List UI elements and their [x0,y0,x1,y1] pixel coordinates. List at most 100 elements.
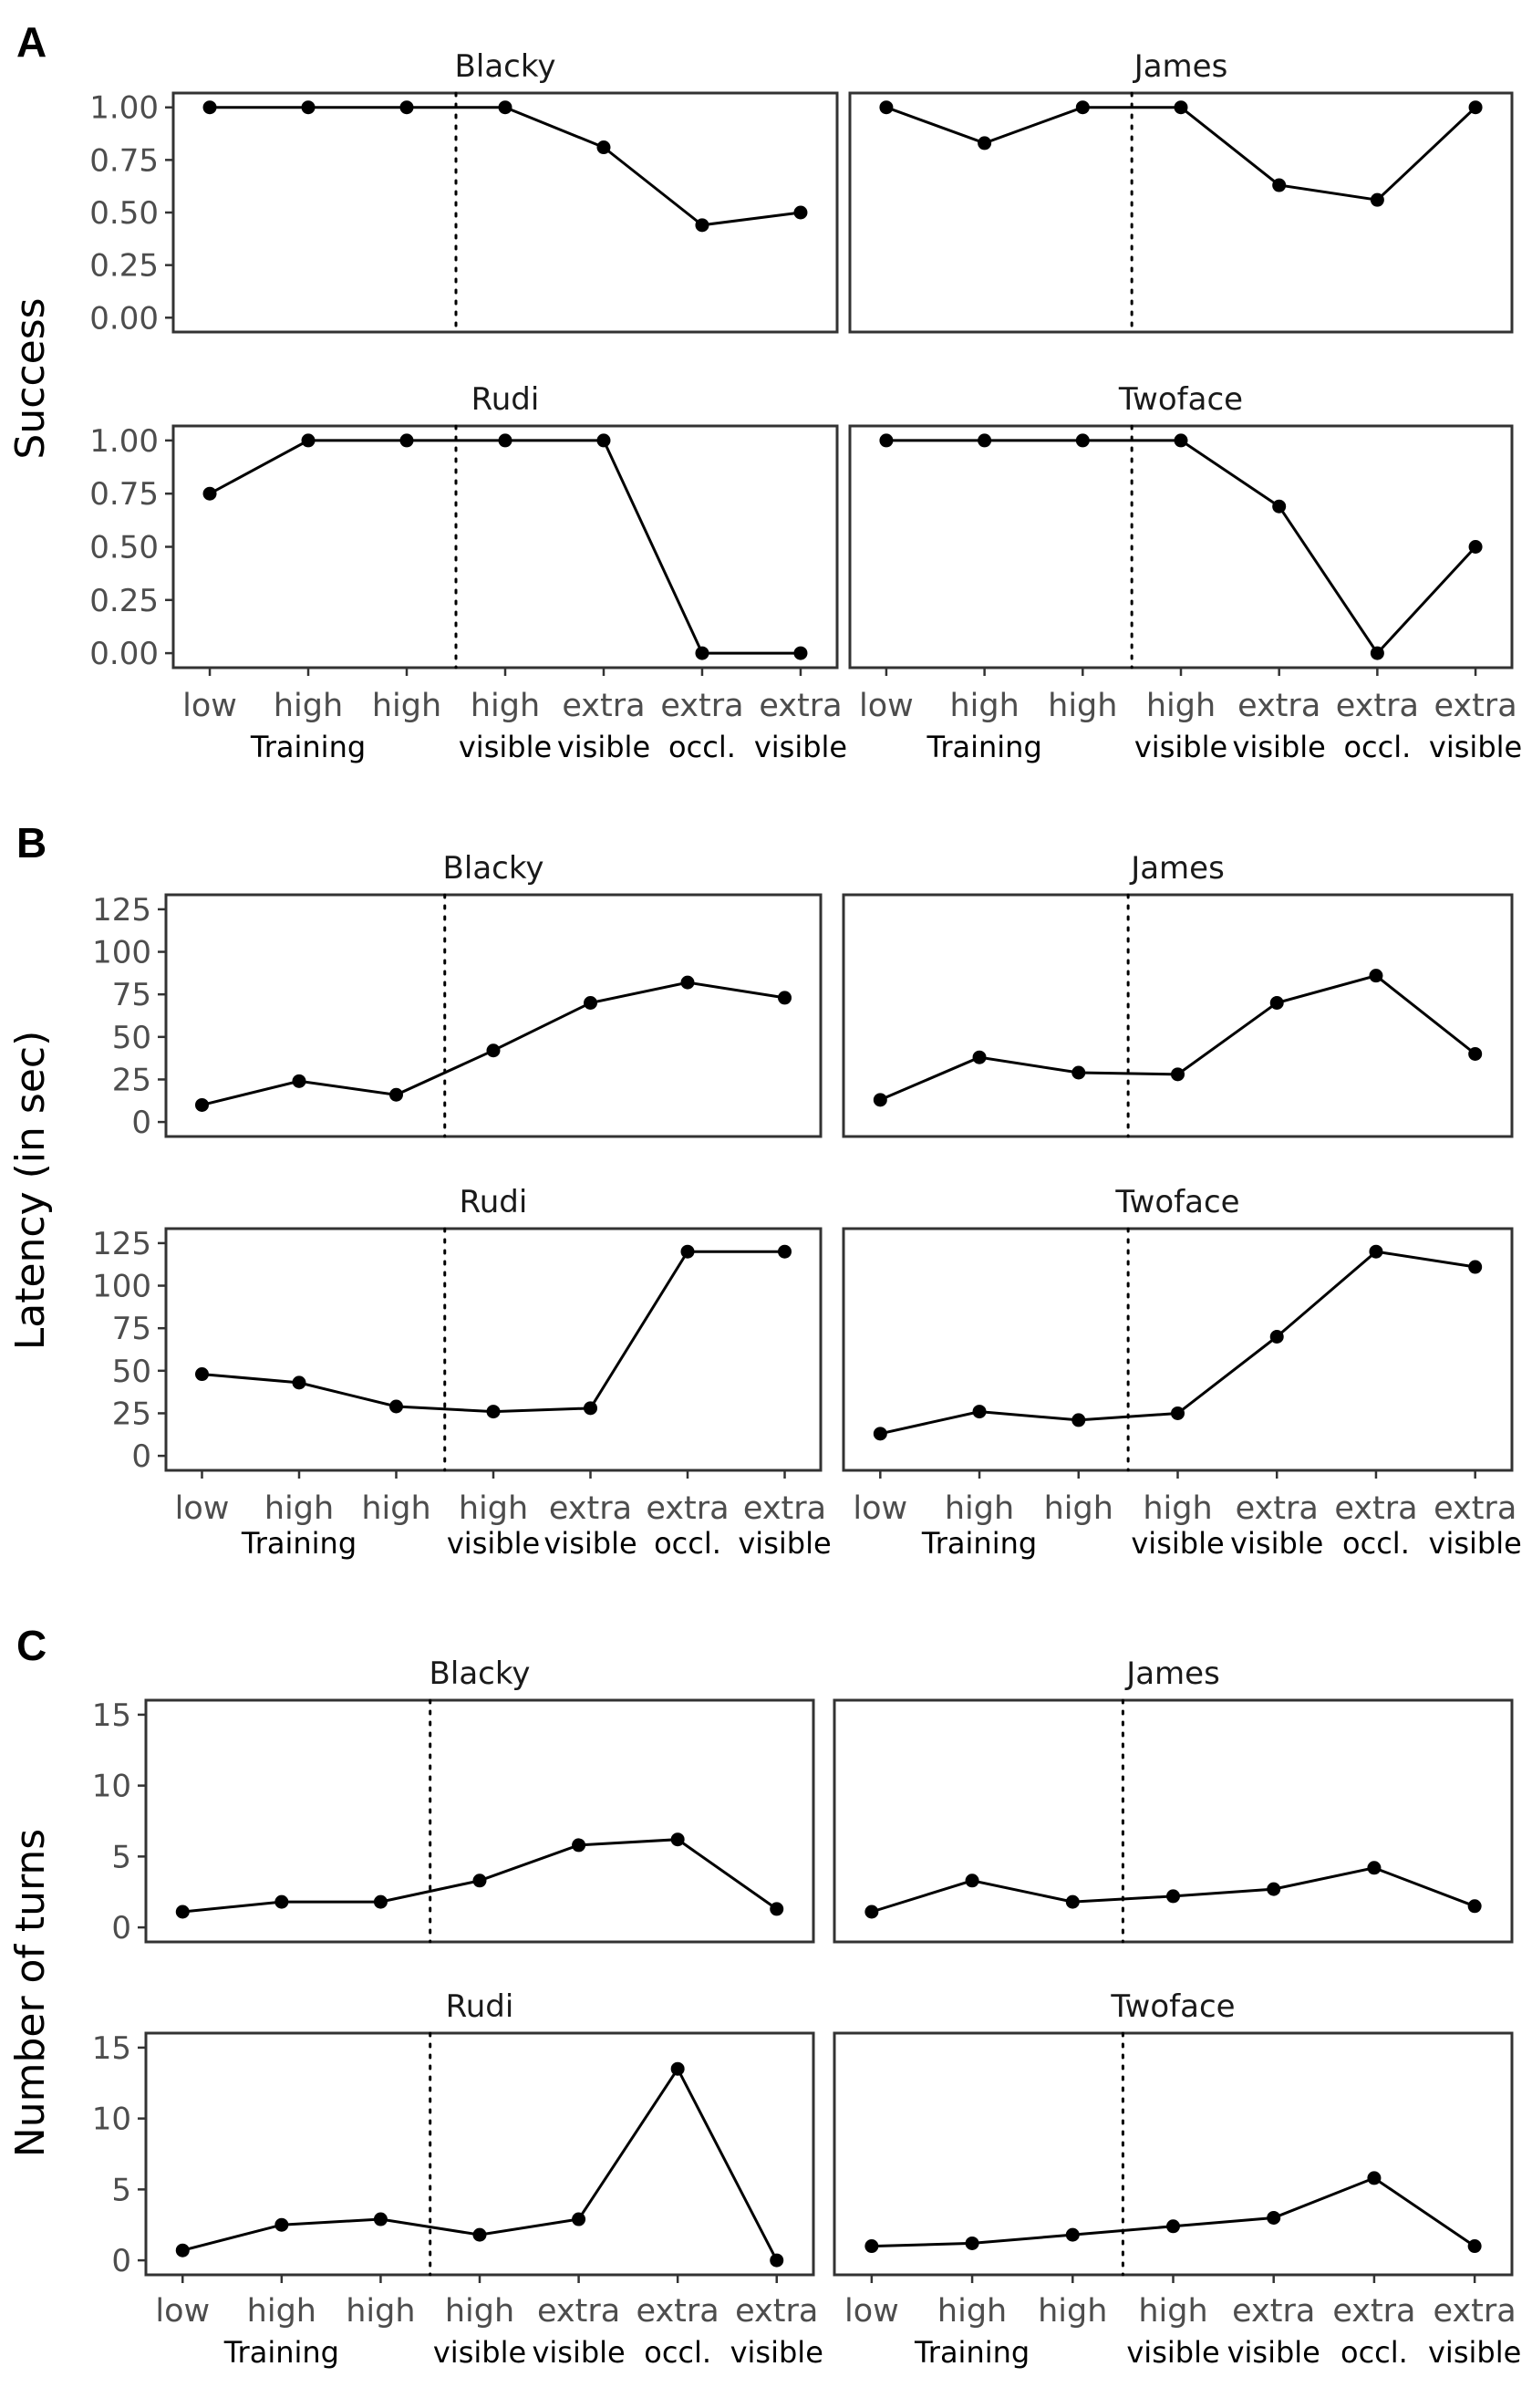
x-tick-sublabel: visible [754,730,847,764]
x-tick-label: extra [637,2293,719,2330]
x-tick-label: extra [660,688,743,724]
x-tick-label: extra [1336,688,1419,724]
x-tick-sublabel: visible [459,730,552,764]
data-point [388,1087,403,1102]
data-point [388,1399,403,1414]
data-point [472,2227,487,2242]
y-tick-label: 100 [92,935,151,971]
y-axis-label: Number of turns [7,1829,54,2157]
facet-title: James [1124,1656,1220,1692]
y-tick-label: 0 [111,1910,131,1946]
data-point [1370,646,1384,660]
y-tick-label: 0.25 [89,583,159,619]
data-point [202,486,217,501]
y-tick-label: 125 [92,1226,151,1262]
data-point [498,433,512,448]
x-tick-label: high [346,2293,415,2330]
data-point [965,1873,979,1888]
panel-letter: A [16,18,47,66]
data-point [770,2253,784,2268]
facet-frame [848,424,1514,669]
series-line [209,439,801,655]
data-point [399,100,414,115]
facet-title: Rudi [471,381,540,418]
data-point [873,1427,887,1441]
x-tick-sublabel: occl. [644,2335,711,2370]
x-tick-label: extra [1332,2293,1415,2330]
x-tick-label: high [459,1490,528,1527]
x-tick-label: low [844,2293,899,2330]
series-line [202,1250,785,1414]
x-tick-label: high [945,1490,1014,1527]
x-tick-sublabel: occl. [654,1526,721,1561]
data-point [978,136,992,150]
x-tick-sublabel: visible [543,1526,637,1561]
data-point [1267,1882,1281,1896]
data-point [596,433,611,448]
data-point [879,100,894,115]
x-tick-label: high [949,688,1019,724]
y-tick-label: 25 [112,1396,151,1432]
x-tick-label: high [1143,1490,1212,1527]
data-point [301,100,316,115]
data-point [572,2212,586,2226]
data-point [202,100,217,115]
data-point [864,2239,879,2254]
x-tick-sublabel: Training [250,730,366,764]
x-tick-label: extra [1334,1490,1417,1527]
data-point [695,646,709,660]
x-tick-sublabel: occl. [1340,2335,1408,2370]
data-point [1272,178,1287,192]
panel-b: B Latency (in sec) Blacky 0 25 50 75 100 125 Jame… [7,819,1522,1561]
x-tick-sublabel: Training [223,2335,339,2370]
y-tick-label: 1.00 [89,423,159,460]
data-point [1174,100,1188,115]
data-point [778,1244,792,1259]
x-tick-sublabel: visible [1131,1526,1224,1561]
y-tick-label: 10 [92,1769,131,1805]
data-point [274,2217,289,2232]
data-point [1071,1065,1086,1080]
facet-frame [833,1698,1514,1944]
x-tick-sublabel: visible [738,1526,831,1561]
data-point [1467,2239,1482,2254]
y-tick-label: 0 [131,1105,151,1141]
facet-title: Twoface [1118,381,1243,418]
data-point [1269,1330,1284,1344]
data-point [879,433,894,448]
data-point [972,1050,987,1064]
y-tick-label: 0.50 [89,530,159,566]
x-tick-sublabel: visible [1230,1526,1323,1561]
data-point [472,1873,487,1888]
data-point [1065,2227,1080,2242]
y-tick-label: 5 [111,1839,131,1875]
x-tick-sublabel: visible [557,730,650,764]
data-point [1369,969,1383,983]
data-point [670,1832,685,1847]
x-tick-label: high [1138,2293,1207,2330]
y-tick-label: 0.25 [89,248,159,285]
x-tick-label: high [471,688,540,724]
y-tick-label: 15 [92,2030,131,2067]
x-tick-sublabel: visible [1233,730,1326,764]
x-tick-sublabel: occl. [668,730,736,764]
y-tick-label: 125 [92,892,151,929]
data-point [680,975,695,990]
data-point [1369,1244,1383,1259]
facet-james: James [833,1656,1514,1944]
data-point [498,100,512,115]
series-line [879,1250,1475,1436]
data-point [864,1905,879,1919]
y-tick-label: 0 [131,1438,151,1475]
x-tick-label: extra [537,2293,620,2330]
data-point [373,2212,388,2226]
facet-title: Blacky [455,48,556,85]
x-tick-label: high [361,1490,430,1527]
x-tick-label: extra [735,2293,818,2330]
series-line [885,439,1477,656]
data-point [1065,1894,1080,1909]
data-point [1075,100,1090,115]
x-tick-sublabel: Training [921,1526,1037,1561]
